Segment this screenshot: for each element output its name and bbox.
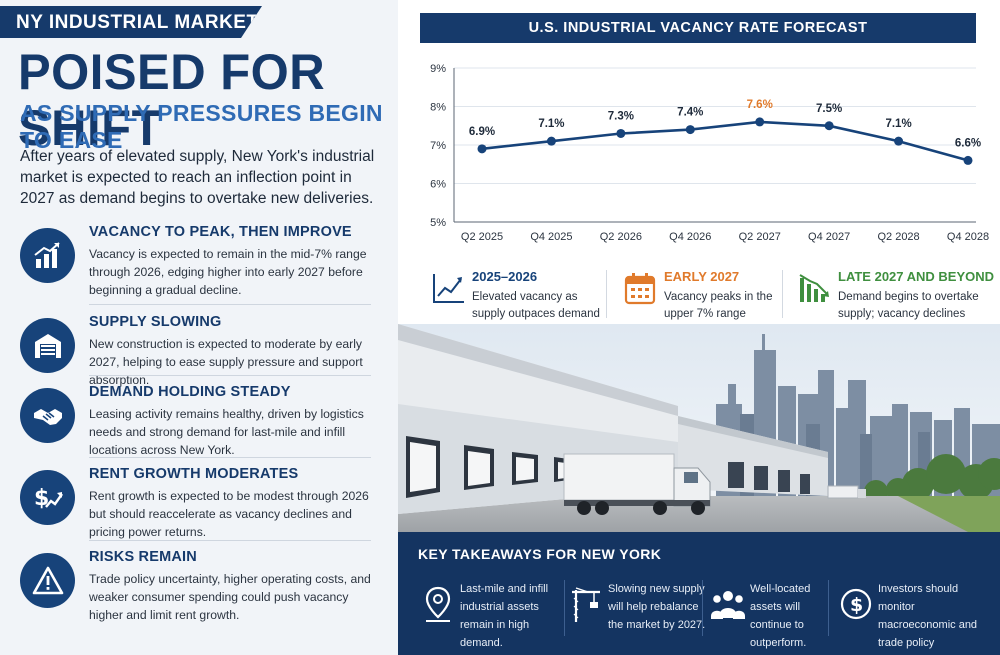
- data-point: [824, 121, 834, 131]
- data-point: [894, 136, 904, 146]
- left-panel: NY INDUSTRIAL MARKET POISED FOR SHIFT AS…: [0, 0, 398, 655]
- item-demand-steady: DEMAND HOLDING STEADY Leasing activity r…: [20, 384, 380, 457]
- y-tick-label: 7%: [430, 140, 446, 152]
- item-supply-slowing: SUPPLY SLOWING New construction is expec…: [20, 314, 380, 387]
- item-risks: RISKS REMAIN Trade policy uncertainty, h…: [20, 549, 380, 622]
- bar-chart-down-icon: [799, 274, 829, 302]
- section-tag-label: NY INDUSTRIAL MARKET: [16, 12, 259, 33]
- divider: [89, 540, 371, 541]
- legend-title: 2025–2026: [472, 269, 538, 284]
- divider: [89, 375, 371, 376]
- legend-text: Vacancy peaks in the upper 7% range: [664, 291, 773, 320]
- x-tick-label: Q4 2027: [808, 231, 850, 243]
- item-title: VACANCY TO PEAK, THEN IMPROVE: [89, 224, 352, 240]
- data-point: [477, 144, 487, 154]
- subheadline: AS SUPPLY PRESSURES BEGIN TO EASE: [20, 100, 383, 153]
- people-icon: [711, 591, 745, 619]
- divider: [828, 580, 829, 636]
- takeaway-item: Slowing new supply will help rebalance t…: [568, 578, 708, 640]
- item-text: Trade policy uncertainty, higher operati…: [89, 572, 371, 622]
- data-label: 7.1%: [885, 118, 911, 130]
- divider: [606, 270, 607, 318]
- divider: [89, 304, 371, 305]
- x-tick-label: Q2 2028: [877, 231, 919, 243]
- item-title: RENT GROWTH MODERATES: [89, 466, 299, 482]
- takeaway-item: Well-located assets will continue to out…: [710, 578, 840, 649]
- item-title: RISKS REMAIN: [89, 549, 197, 565]
- divider: [702, 580, 703, 636]
- intro-paragraph: After years of elevated supply, New York…: [20, 148, 375, 207]
- takeaway-text: Slowing new supply will help rebalance t…: [608, 583, 706, 631]
- divider: [782, 270, 783, 318]
- x-tick-label: Q2 2026: [600, 231, 642, 243]
- legend-late-2027: LATE 2027 AND BEYOND Demand begins to ov…: [796, 262, 996, 324]
- section-tag: NY INDUSTRIAL MARKET: [0, 6, 262, 38]
- dollar-circle-icon: $: [840, 588, 872, 620]
- takeaway-text: Well-located assets will continue to out…: [750, 583, 811, 649]
- trend-up-chart-icon: [433, 274, 464, 303]
- svg-text:$: $: [34, 486, 49, 511]
- legend-text: Demand begins to overtake supply; vacanc…: [838, 291, 979, 320]
- x-tick-label: Q4 2025: [530, 231, 572, 243]
- calendar-icon: [624, 273, 656, 305]
- vacancy-line-chart: 5% 6% 7% 8% 9% 6.9% Q2 2025 7.1% Q4 2025 7.3% Q2 2…: [430, 63, 989, 243]
- item-title: DEMAND HOLDING STEADY: [89, 384, 291, 400]
- chart-title: U.S. INDUSTRIAL VACANCY RATE FORECAST: [420, 13, 976, 43]
- item-text: Rent growth is expected to be modest thr…: [89, 489, 369, 539]
- item-text: New construction is expected to moderate…: [89, 337, 363, 387]
- svg-text:$: $: [850, 594, 863, 616]
- x-tick-label: Q2 2025: [461, 231, 503, 243]
- divider: [89, 457, 371, 458]
- data-label: 7.6%: [747, 99, 773, 111]
- key-takeaways: KEY TAKEAWAYS FOR NEW YORK Last-mile and…: [398, 532, 1000, 655]
- x-tick-label: Q2 2027: [739, 231, 781, 243]
- divider: [564, 580, 565, 636]
- item-rent-growth: $ RENT GROWTH MODERATES Rent growth is e…: [20, 466, 380, 539]
- y-tick-label: 8%: [430, 102, 446, 114]
- takeaway-item: $ Investors should monitor macroeconomic…: [838, 578, 988, 649]
- data-point: [963, 155, 973, 165]
- data-label: 7.1%: [538, 118, 564, 130]
- item-text: Leasing activity remains healthy, driven…: [89, 407, 364, 457]
- item-vacancy-peak: VACANCY TO PEAK, THEN IMPROVE Vacancy is…: [20, 224, 380, 297]
- bar-chart-up-icon: [20, 228, 75, 283]
- takeaway-text: Last-mile and infill industrial assets r…: [460, 583, 549, 649]
- warehouse-skyline-illustration: [398, 324, 1000, 532]
- crane-icon: [572, 587, 600, 622]
- item-text: Vacancy is expected to remain in the mid…: [89, 247, 367, 297]
- vacancy-series-line: [481, 120, 969, 162]
- legend-text: Elevated vacancy as supply outpaces dema…: [472, 291, 600, 320]
- x-tick-label: Q4 2028: [947, 231, 989, 243]
- data-point: [616, 128, 626, 138]
- x-tick-label: Q4 2026: [669, 231, 711, 243]
- takeaways-title: KEY TAKEAWAYS FOR NEW YORK: [418, 546, 662, 562]
- y-tick-label: 6%: [430, 179, 446, 191]
- headline: POISED FOR SHIFT: [18, 44, 326, 156]
- data-label: 6.9%: [469, 126, 495, 138]
- data-label: 6.6%: [955, 137, 981, 149]
- map-pin-icon: [425, 586, 451, 622]
- dollar-growth-icon: $: [20, 470, 75, 525]
- legend-2025-2026: 2025–2026 Elevated vacancy as supply out…: [430, 262, 610, 324]
- y-tick-label: 5%: [430, 217, 446, 229]
- warning-icon: [20, 553, 75, 608]
- data-label: 7.5%: [816, 103, 842, 115]
- legend-title: LATE 2027 AND BEYOND: [838, 269, 995, 284]
- item-title: SUPPLY SLOWING: [89, 314, 222, 330]
- handshake-icon: [20, 388, 75, 443]
- legend-early-2027: EARLY 2027 Vacancy peaks in the upper 7%…: [622, 262, 792, 324]
- takeaway-item: Last-mile and infill industrial assets r…: [420, 578, 560, 649]
- data-point: [755, 117, 765, 127]
- data-point: [685, 125, 695, 135]
- y-tick-label: 9%: [430, 63, 446, 75]
- warehouse-icon: [20, 318, 75, 373]
- takeaway-text: Investors should monitor macroeconomic a…: [878, 583, 978, 649]
- data-label: 7.3%: [608, 110, 634, 122]
- data-label: 7.4%: [677, 107, 703, 119]
- right-panel: U.S. INDUSTRIAL VACANCY RATE FORECAST 5%…: [398, 0, 1000, 655]
- legend-title: EARLY 2027: [664, 269, 740, 284]
- data-point: [546, 136, 556, 146]
